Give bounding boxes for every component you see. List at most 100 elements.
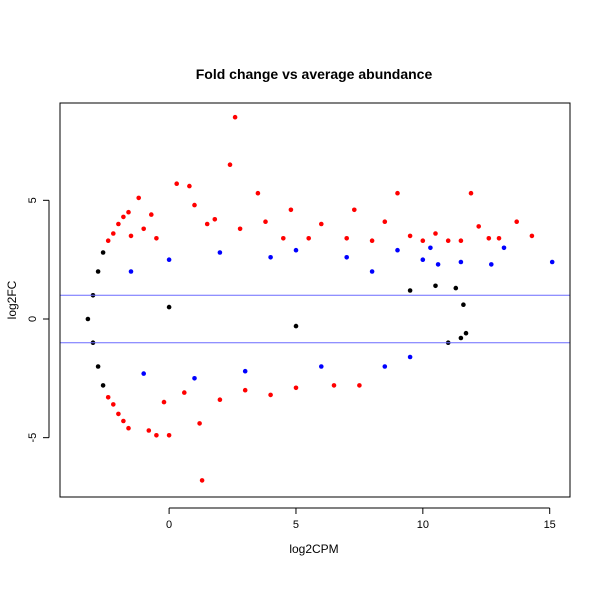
x-tick-label: 15 [544, 519, 556, 531]
data-point [420, 238, 426, 243]
data-point [433, 231, 438, 236]
y-tick-label: 0 [27, 316, 39, 322]
y-tick-label: -5 [27, 433, 39, 443]
data-point [463, 330, 469, 336]
data-point [217, 397, 223, 403]
data-point [174, 181, 179, 186]
plot-frame [59, 102, 571, 498]
data-point [496, 236, 502, 241]
threshold-layer [60, 294, 570, 344]
data-point [407, 288, 413, 293]
data-point [187, 183, 192, 189]
y-tick-label: 5 [27, 197, 39, 203]
data-point [501, 245, 507, 251]
data-point [468, 190, 474, 196]
points-layer [85, 114, 555, 483]
data-point [489, 262, 494, 267]
series-2 [105, 114, 535, 483]
data-point [352, 207, 357, 213]
data-point [458, 335, 464, 341]
data-point [407, 354, 413, 360]
data-point [476, 224, 482, 229]
data-point [116, 221, 121, 227]
series-0 [85, 250, 469, 388]
data-point [293, 323, 299, 329]
data-point [161, 399, 167, 405]
data-point [435, 262, 441, 267]
data-point [288, 207, 294, 213]
data-point [105, 238, 111, 243]
axis-layer: 0 5 10 15 -5 0 5 [27, 197, 556, 531]
data-point [95, 269, 101, 274]
data-point [121, 214, 126, 220]
data-point [121, 418, 126, 424]
data-point [453, 285, 459, 291]
x-tick-label: 0 [166, 519, 172, 531]
data-point [227, 162, 233, 167]
data-point [445, 238, 451, 243]
data-point [268, 392, 273, 398]
data-point [293, 247, 299, 253]
data-point [420, 257, 426, 263]
data-point [166, 433, 172, 438]
data-point [458, 238, 464, 243]
data-point [395, 247, 400, 253]
data-point [529, 233, 535, 239]
data-point [319, 221, 324, 227]
data-point [382, 364, 388, 369]
x-axis-label: log2CPM [289, 542, 338, 556]
y-axis-label: log2FC [5, 280, 19, 319]
data-point [514, 219, 519, 224]
data-point [232, 114, 238, 120]
data-point [331, 383, 337, 388]
data-point [242, 368, 248, 374]
x-tick-label: 10 [417, 519, 429, 531]
data-point [237, 226, 243, 232]
data-point [95, 364, 101, 369]
data-point [192, 202, 197, 208]
data-point [357, 383, 362, 388]
data-point [146, 428, 152, 433]
data-point [344, 236, 350, 241]
data-point [263, 219, 268, 224]
data-point [128, 269, 134, 274]
data-point [461, 302, 466, 308]
data-point [149, 212, 154, 217]
data-point [281, 236, 286, 241]
data-point [395, 190, 400, 196]
data-point [100, 383, 106, 388]
data-point [217, 250, 223, 255]
data-point [486, 236, 492, 241]
data-point [204, 221, 210, 227]
data-point [212, 217, 218, 222]
data-point [182, 390, 187, 395]
data-point [111, 402, 116, 407]
data-point [128, 233, 134, 239]
data-point [100, 250, 106, 255]
data-point [268, 254, 273, 260]
data-point [428, 245, 433, 251]
data-point [126, 209, 131, 215]
data-point [407, 233, 413, 239]
data-point [199, 478, 205, 483]
data-point [154, 433, 159, 438]
data-point [319, 364, 324, 369]
data-point [255, 190, 261, 196]
data-point [306, 236, 312, 241]
data-point [382, 219, 388, 224]
data-point [166, 257, 172, 263]
data-point [549, 259, 555, 265]
data-point [154, 236, 159, 241]
data-point [458, 259, 464, 265]
data-point [192, 376, 197, 381]
data-point [85, 316, 91, 322]
data-point [116, 411, 121, 417]
data-point [344, 254, 350, 260]
chart-title: Fold change vs average abundance [196, 66, 433, 82]
data-point [126, 425, 131, 431]
data-point [105, 395, 111, 400]
data-point [293, 385, 299, 391]
x-tick-label: 5 [293, 519, 299, 531]
